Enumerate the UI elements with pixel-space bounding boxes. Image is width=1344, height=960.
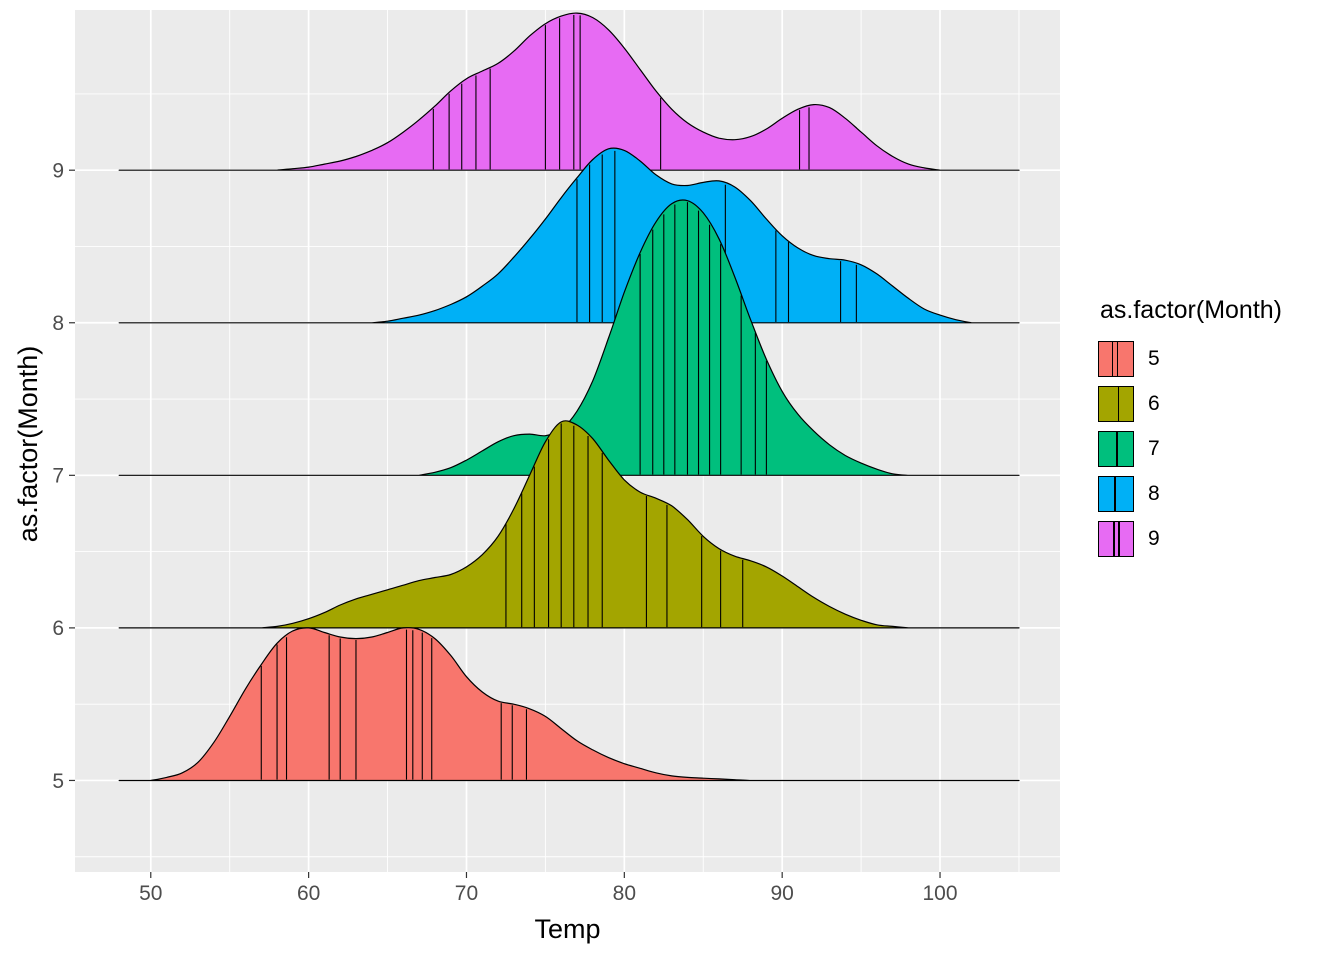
y-tick-label: 6 <box>52 617 64 640</box>
x-tick-label: 90 <box>770 882 793 905</box>
legend-items: 5 6 7 8 9 <box>1098 341 1282 557</box>
density-ridge <box>118 12 1020 171</box>
legend-key-point-line <box>1117 387 1120 421</box>
legend-key-point-line <box>1111 342 1114 376</box>
legend-key-label: 5 <box>1148 347 1160 370</box>
legend-key-swatch <box>1098 431 1134 467</box>
ridge-month-9 <box>118 12 1020 171</box>
legend-key-point-line <box>1116 432 1118 466</box>
x-tick-label: 60 <box>297 882 320 905</box>
density-ridge <box>118 420 1020 629</box>
y-axis: 5 6 7 8 9 <box>52 160 75 793</box>
ridge-month-7 <box>118 199 1020 476</box>
density-ridge <box>118 147 1020 324</box>
legend-key-label: 6 <box>1148 392 1160 415</box>
legend-key-swatch <box>1098 521 1134 557</box>
legend-key-label: 7 <box>1148 437 1160 460</box>
ridge-month-6 <box>118 420 1020 629</box>
legend-key-label: 9 <box>1148 527 1160 550</box>
legend-item-month-8: 8 <box>1098 476 1282 512</box>
legend-key-point-line <box>1118 522 1120 556</box>
legend-item-month-6: 6 <box>1098 386 1282 422</box>
legend: as.factor(Month) 5 6 7 8 9 <box>1098 296 1282 566</box>
legend-key-point-line <box>1116 342 1119 376</box>
x-tick-label: 100 <box>923 882 958 905</box>
legend-key-swatch <box>1098 386 1134 422</box>
x-tick-label: 70 <box>455 882 478 905</box>
legend-key-label: 8 <box>1148 482 1160 505</box>
ridge-month-5 <box>118 627 1020 782</box>
legend-key-point-line <box>1113 522 1115 556</box>
x-tick-label: 50 <box>139 882 162 905</box>
density-ridge <box>118 627 1020 782</box>
y-tick-label: 7 <box>52 465 64 488</box>
y-axis-title: as.factor(Month) <box>13 345 43 543</box>
legend-key-swatch <box>1098 341 1134 377</box>
x-axis: 50 60 70 80 90 100 <box>139 872 958 905</box>
x-tick-label: 80 <box>613 882 636 905</box>
legend-item-month-7: 7 <box>1098 431 1282 467</box>
legend-item-month-9: 9 <box>1098 521 1282 557</box>
x-axis-title: Temp <box>534 914 601 944</box>
legend-item-month-5: 5 <box>1098 341 1282 377</box>
y-tick-label: 5 <box>52 770 64 793</box>
legend-title: as.factor(Month) <box>1100 296 1283 324</box>
density-ridge <box>118 199 1020 476</box>
y-tick-label: 9 <box>52 160 64 183</box>
legend-key-point-line <box>1114 477 1116 511</box>
legend-key-swatch <box>1098 476 1134 512</box>
y-tick-label: 8 <box>52 312 64 335</box>
